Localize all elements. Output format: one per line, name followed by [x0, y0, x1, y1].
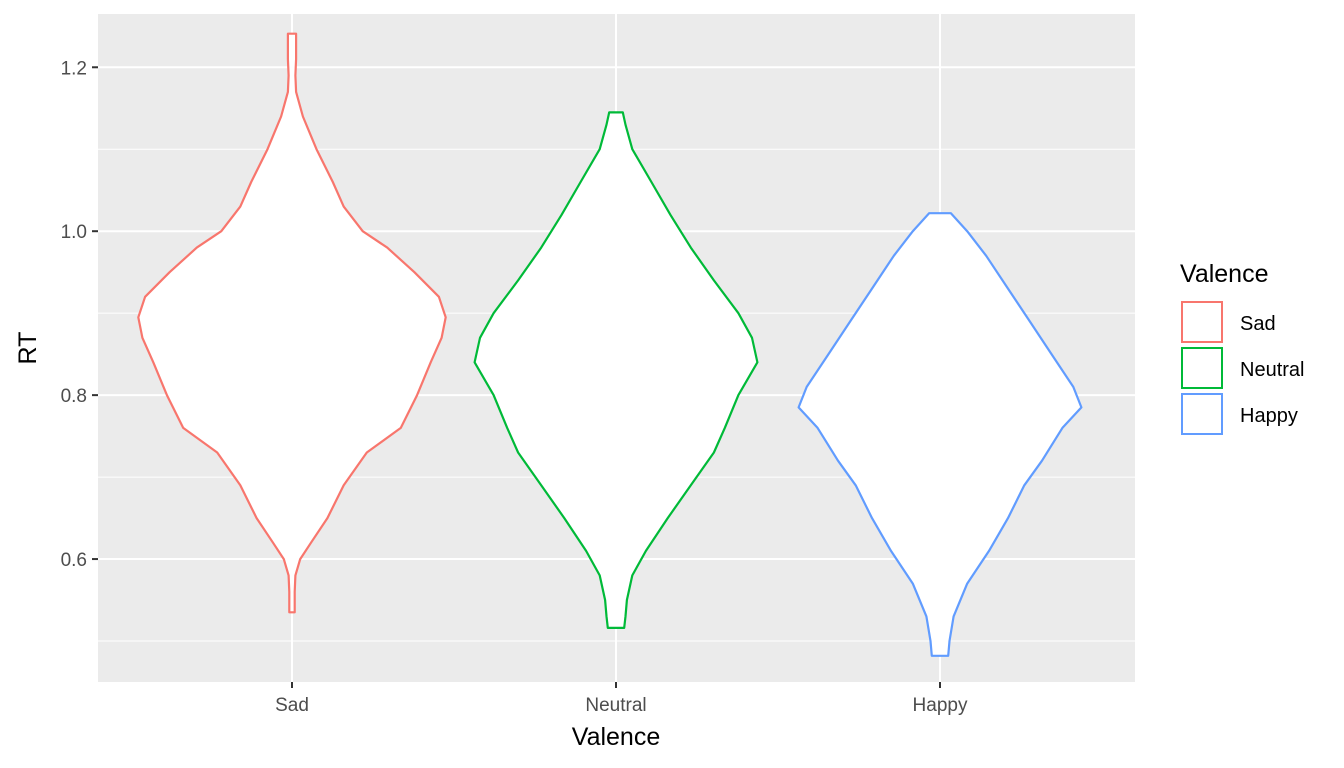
violin-sad: [137, 32, 447, 614]
legend-key-happy: [1181, 393, 1223, 435]
y-tick-label: 0.8: [61, 386, 87, 407]
x-tick-label: Sad: [275, 695, 309, 716]
legend-label-happy: Happy: [1240, 405, 1298, 427]
legend-items: Sad Neutral Happy: [1181, 301, 1304, 435]
x-axis-ticks: Sad Neutral Happy: [275, 682, 968, 716]
y-axis-ticks: 0.6 0.8 1.0 1.2: [61, 58, 98, 571]
legend-label-sad: Sad: [1240, 313, 1276, 335]
x-axis-title: Valence: [572, 723, 661, 751]
violin-neutral: [473, 111, 759, 629]
y-tick-label: 1.0: [61, 222, 87, 243]
legend-label-neutral: Neutral: [1240, 359, 1304, 381]
y-tick-label: 1.2: [61, 58, 87, 79]
legend-key-neutral: [1181, 347, 1223, 389]
legend: Valence Sad Neutral Happy: [1180, 260, 1304, 435]
y-tick-label: 0.6: [61, 550, 87, 571]
y-axis-title: RT: [14, 332, 42, 365]
violins: [137, 32, 1083, 657]
legend-title: Valence: [1180, 260, 1269, 288]
x-tick-label: Happy: [913, 695, 968, 716]
legend-key-sad: [1181, 301, 1223, 343]
violin-happy: [797, 212, 1083, 657]
x-tick-label: Neutral: [585, 695, 646, 716]
